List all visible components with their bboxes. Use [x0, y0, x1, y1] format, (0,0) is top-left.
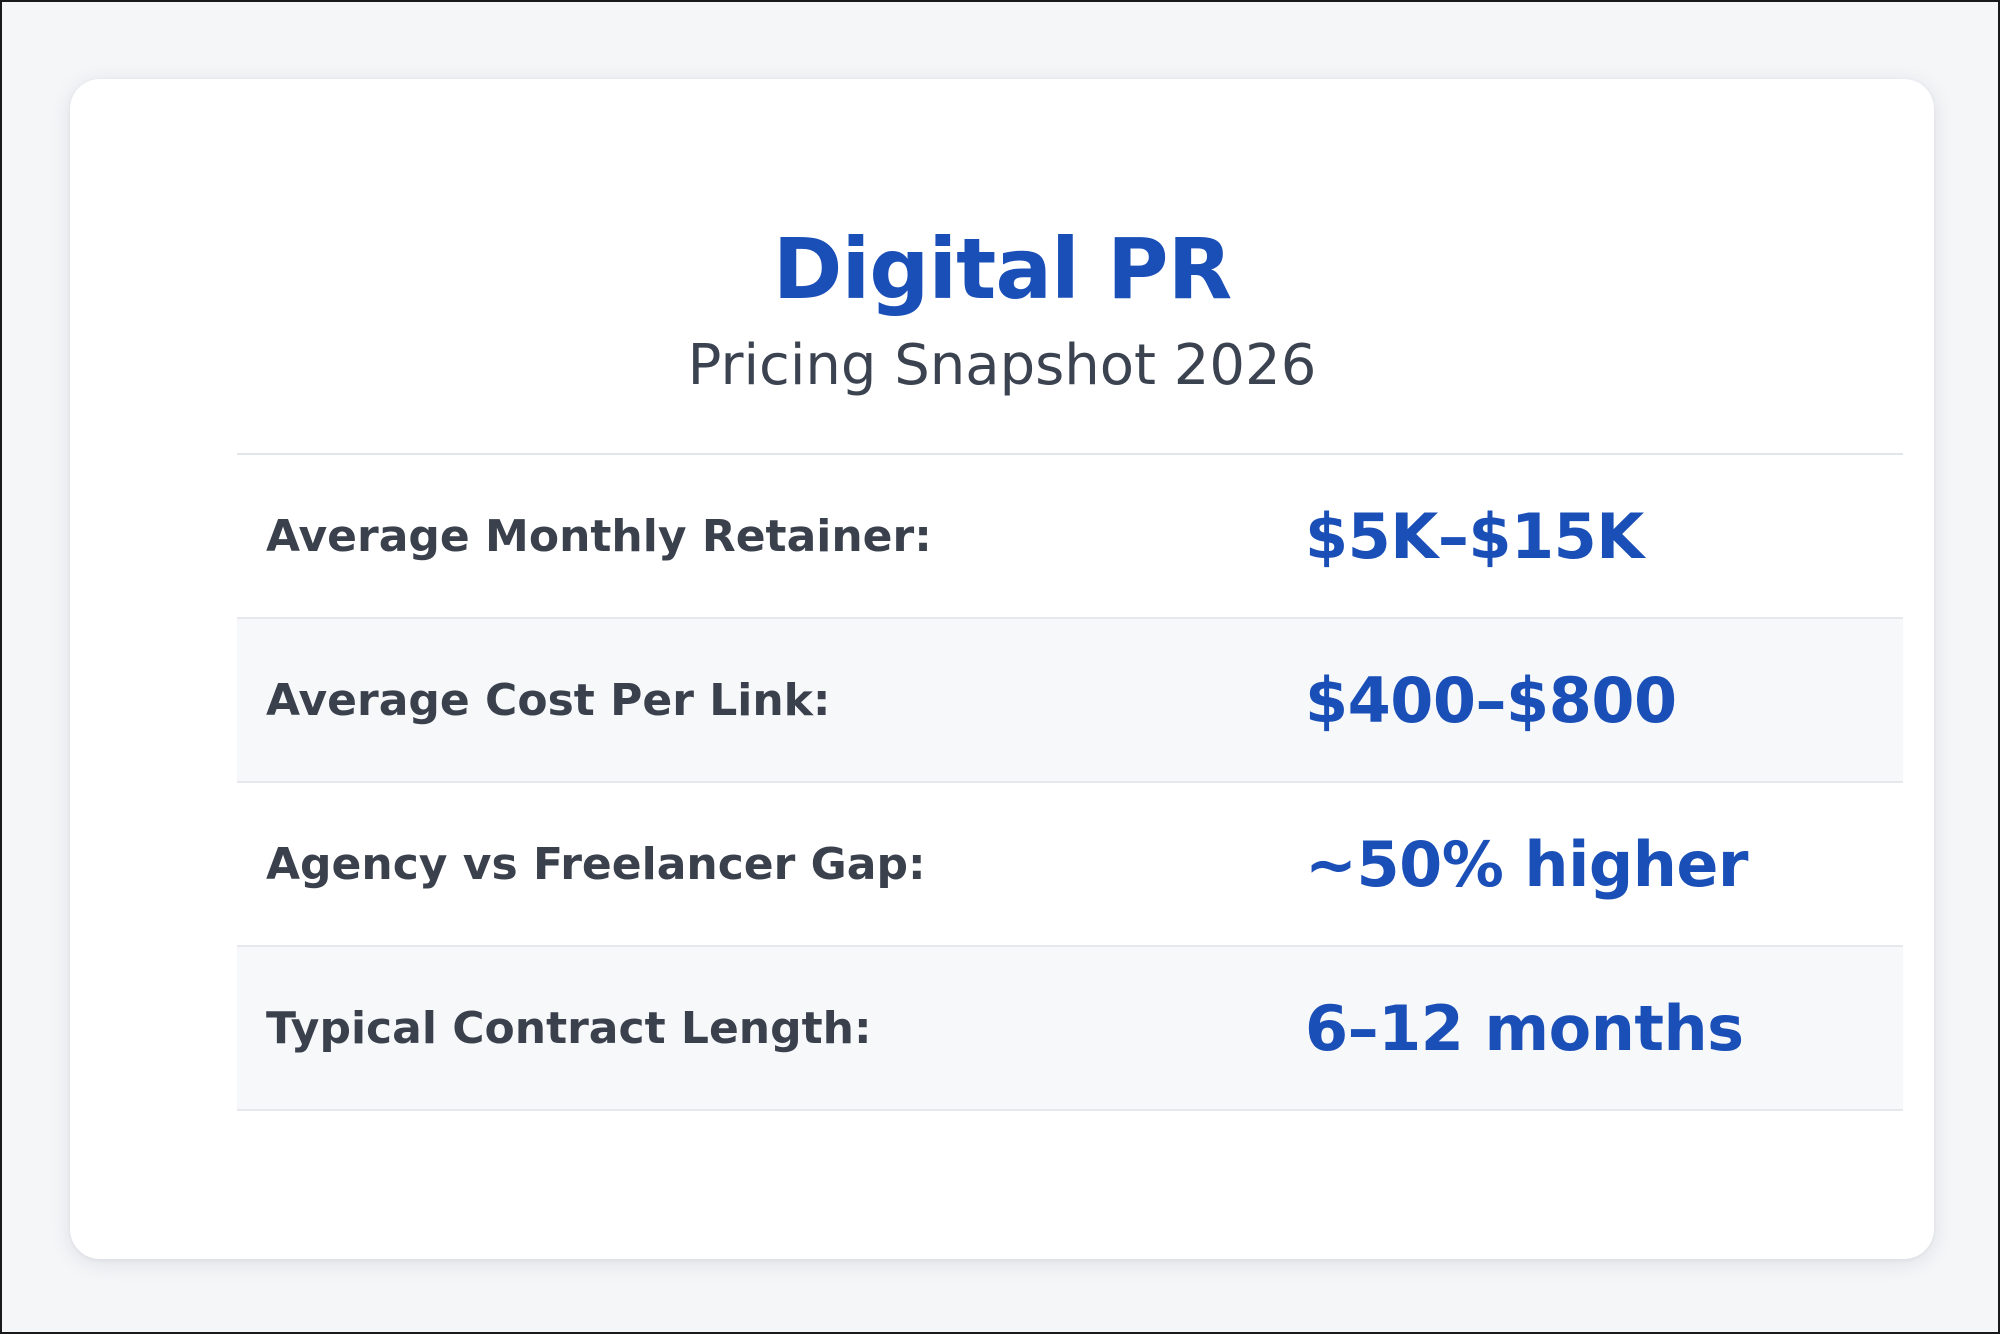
pricing-row-cost-per-link: Average Cost Per Link: $400–$800 — [237, 619, 1903, 783]
row-value: ~50% higher — [1305, 827, 1748, 901]
row-value: $400–$800 — [1305, 663, 1677, 737]
pricing-table: Average Monthly Retainer: $5K–$15K Avera… — [237, 455, 1903, 1111]
row-label: Agency vs Freelancer Gap: — [266, 838, 926, 890]
row-label: Average Cost Per Link: — [266, 674, 831, 726]
header-divider — [237, 453, 1903, 455]
row-value: 6–12 months — [1305, 991, 1744, 1065]
row-label: Typical Contract Length: — [266, 1002, 872, 1054]
page-subtitle: Pricing Snapshot 2026 — [687, 333, 1317, 398]
row-label: Average Monthly Retainer: — [266, 510, 932, 562]
page-title: Digital PR — [772, 220, 1233, 318]
pricing-card: Digital PR Pricing Snapshot 2026 Average… — [70, 79, 1934, 1259]
row-value: $5K–$15K — [1305, 499, 1644, 573]
pricing-row-agency-freelancer-gap: Agency vs Freelancer Gap: ~50% higher — [237, 783, 1903, 947]
pricing-row-monthly-retainer: Average Monthly Retainer: $5K–$15K — [237, 455, 1903, 619]
pricing-row-contract-length: Typical Contract Length: 6–12 months — [237, 947, 1903, 1111]
